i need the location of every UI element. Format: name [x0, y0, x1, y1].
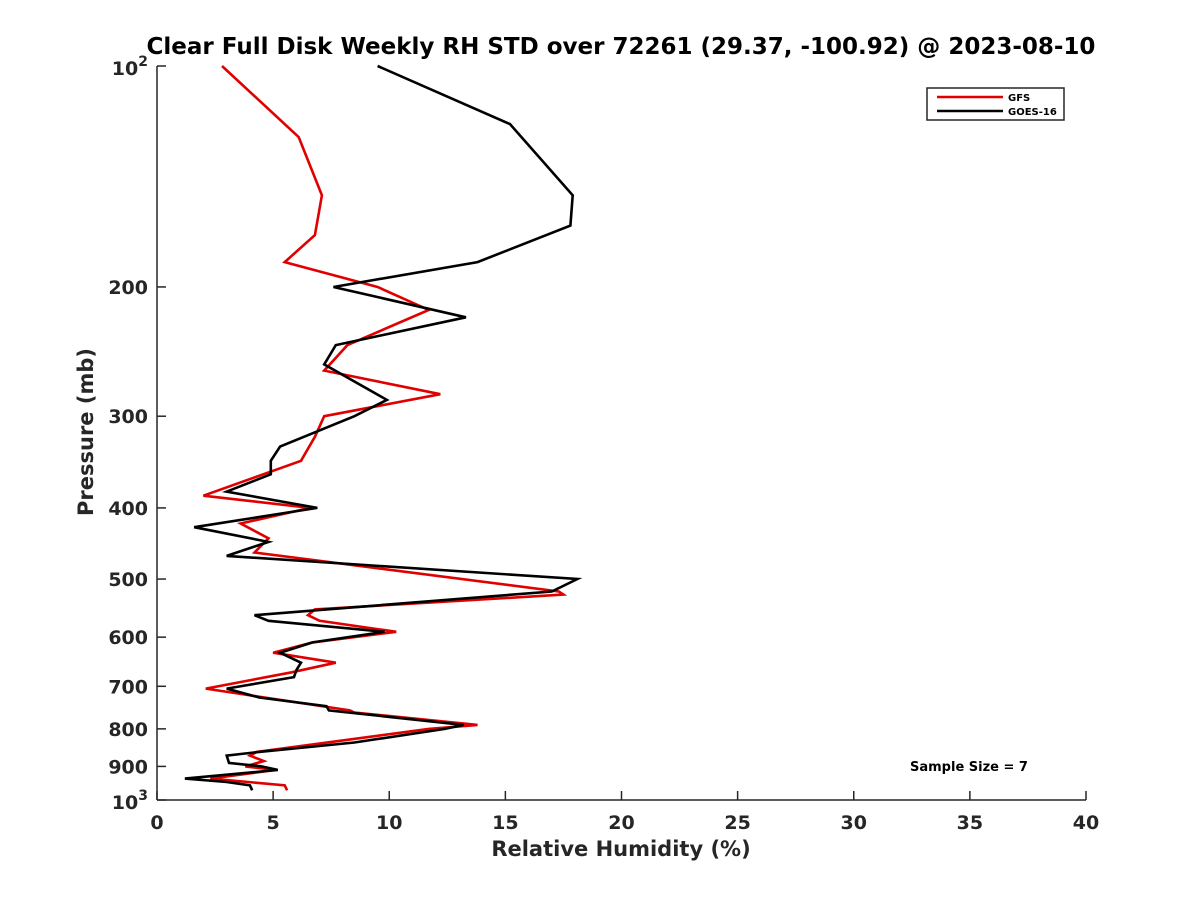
x-tick-label: 30 — [841, 812, 867, 834]
series-line-gfs — [202, 65, 568, 791]
legend-label-gfs: GFS — [1008, 93, 1030, 104]
plot-area: 0 5 10 15 20 25 30 35 40 102 200 300 400 500 600 700 800… — [108, 54, 1099, 834]
sample-size-annotation: Sample Size = 7 — [910, 760, 1028, 775]
series-layer — [184, 64, 583, 791]
y-tick-label: 200 — [108, 277, 148, 299]
legend: GFS GOES-16 — [926, 87, 1065, 121]
y-tick-label: 102 — [112, 54, 148, 80]
y-tick-label: 400 — [108, 498, 148, 520]
y-tick-label: 700 — [108, 676, 148, 698]
y-tick-label: 800 — [108, 719, 148, 741]
x-tick-label: 5 — [267, 812, 280, 834]
series-line-goes-16 — [184, 64, 583, 791]
y-tick-label: 103 — [112, 788, 148, 814]
x-tick-label: 40 — [1073, 812, 1099, 834]
x-tick-label: 25 — [724, 812, 750, 834]
y-tick-label: 300 — [108, 406, 148, 428]
x-tick-label: 15 — [492, 812, 518, 834]
y-tick-label: 900 — [108, 756, 148, 778]
x-tick-label: 0 — [150, 812, 163, 834]
y-tick-label: 600 — [108, 627, 148, 649]
y-axis-label: Pressure (mb) — [74, 348, 98, 516]
chart-title: Clear Full Disk Weekly RH STD over 72261… — [147, 34, 1096, 60]
legend-box — [926, 87, 1065, 121]
y-tick-label: 500 — [108, 569, 148, 591]
x-tick-label: 35 — [957, 812, 983, 834]
legend-label-goes-16: GOES-16 — [1008, 107, 1057, 118]
x-tick-label: 10 — [376, 812, 402, 834]
axes-layer: 0 5 10 15 20 25 30 35 40 102 200 300 400 500 600 700 800… — [108, 54, 1099, 834]
x-tick-label: 20 — [608, 812, 634, 834]
x-axis-label: Relative Humidity (%) — [491, 837, 750, 861]
